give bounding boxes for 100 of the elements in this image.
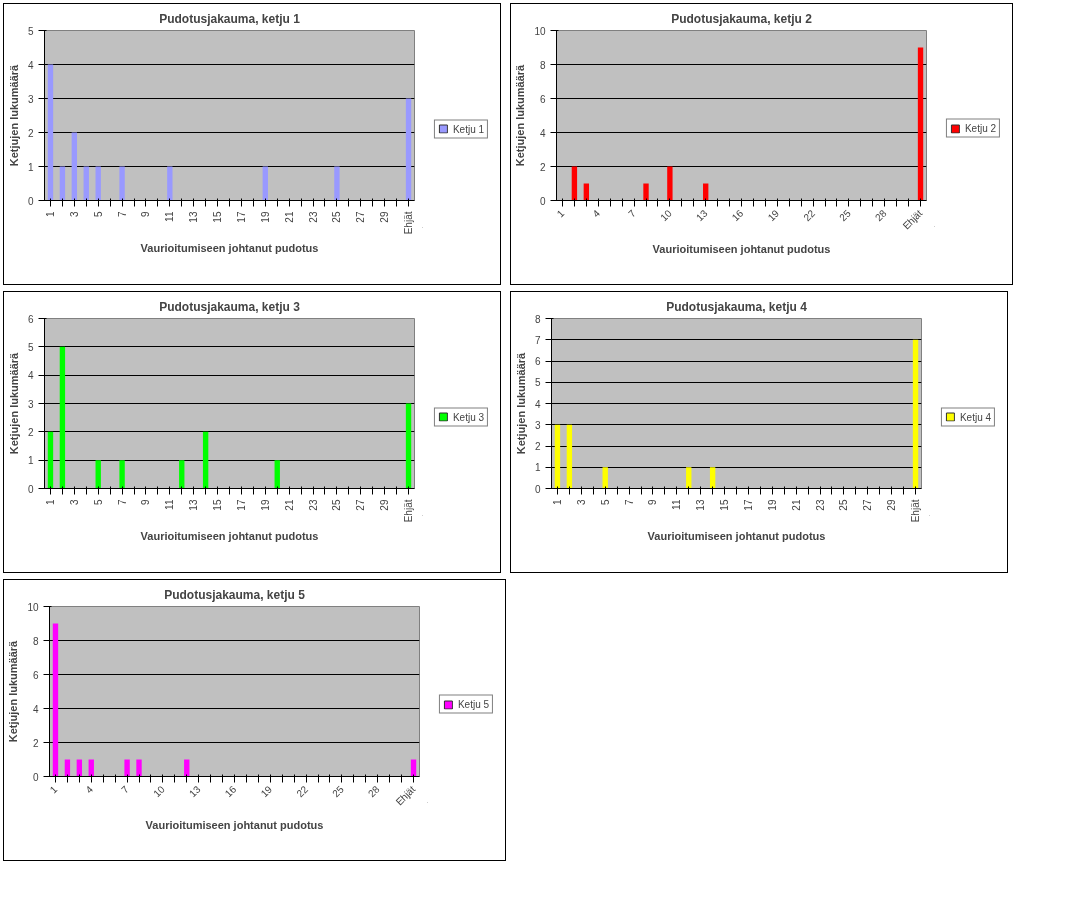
x-tick-label: 13 xyxy=(188,499,200,511)
x-tick-label: 15 xyxy=(212,499,224,511)
bar xyxy=(554,424,561,489)
x-axis-title: Vaurioitumiseen johtanut pudotus xyxy=(652,243,831,256)
chart-title: Pudotusjakauma, ketju 4 xyxy=(666,299,808,314)
x-tick-label: 22 xyxy=(294,783,311,800)
y-tick-label: 0 xyxy=(32,771,39,783)
x-tick-label: 22 xyxy=(801,207,818,224)
bar xyxy=(59,346,66,489)
bar xyxy=(119,166,125,201)
y-tick-label: 2 xyxy=(27,426,34,438)
y-axis-title: Ketjujen lukumäärä xyxy=(514,63,527,167)
x-tick-label: 3 xyxy=(575,499,587,506)
y-tick-label: 8 xyxy=(32,635,39,647)
x-tick-label: 25 xyxy=(837,207,854,224)
x-tick-label: 28 xyxy=(872,207,889,224)
x-axis-title: Vaurioitumiseen johtanut pudotus xyxy=(647,530,826,543)
x-tick-label: 9 xyxy=(140,211,152,218)
x-tick-label: 21 xyxy=(283,211,295,223)
y-tick-label: 1 xyxy=(534,462,541,474)
x-tick-label: 23 xyxy=(307,499,319,511)
x-tick-label: 9 xyxy=(140,499,152,506)
y-tick-label: 0 xyxy=(534,483,541,495)
chart-title: Pudotusjakauma, ketju 3 xyxy=(159,299,301,314)
x-tick-label: Ehjät xyxy=(403,499,415,523)
x-tick-label: 19 xyxy=(259,499,271,511)
x-tick-label: 23 xyxy=(814,499,826,511)
x-axis-title: Vaurioitumiseen johtanut pudotus xyxy=(140,530,319,543)
x-tick-label: 11 xyxy=(164,499,176,510)
y-tick-label: 5 xyxy=(534,377,541,389)
legend-label: Ketju 1 xyxy=(452,123,485,134)
y-tick-label: 2 xyxy=(534,441,541,452)
y-tick-label: 3 xyxy=(27,398,34,410)
y-tick-label: 6 xyxy=(27,313,34,325)
x-tick-label: 15 xyxy=(212,211,224,223)
bar xyxy=(405,403,412,489)
bar xyxy=(566,424,573,489)
y-tick-label: 8 xyxy=(534,313,541,325)
x-tick-label: 3 xyxy=(68,499,80,506)
x-tick-label: 16 xyxy=(222,783,239,800)
x-tick-label: 1 xyxy=(44,211,56,218)
y-tick-label: 5 xyxy=(27,25,34,37)
x-tick-label: 29 xyxy=(379,499,391,511)
y-tick-label: 0 xyxy=(27,483,34,495)
x-tick-label: 15 xyxy=(719,499,731,511)
x-tick-label: 27 xyxy=(355,211,367,223)
bar xyxy=(202,431,209,489)
y-tick-label: 5 xyxy=(27,341,34,353)
chart-title: Pudotusjakauma, ketju 2 xyxy=(671,11,813,26)
bar xyxy=(95,460,101,489)
y-tick-label: 8 xyxy=(539,59,546,71)
bar xyxy=(83,166,89,201)
legend-label: Ketju 5 xyxy=(457,698,490,710)
x-tick-label: 25 xyxy=(838,499,850,511)
x-tick-label: 21 xyxy=(790,499,802,511)
y-tick-label: 4 xyxy=(27,370,34,382)
chart-title: Pudotusjakauma, ketju 1 xyxy=(159,11,301,26)
x-tick-label: 13 xyxy=(693,207,710,224)
y-tick-label: 4 xyxy=(32,703,39,715)
x-tick-label: 9 xyxy=(647,499,659,506)
x-tick-label: 16 xyxy=(729,207,746,224)
y-tick-label: 4 xyxy=(534,398,541,410)
y-tick-label: 10 xyxy=(534,25,546,37)
x-axis-title: Vaurioitumiseen johtanut pudotus xyxy=(145,819,324,832)
x-tick-label: 3 xyxy=(68,211,80,218)
x-tick-label: 7 xyxy=(119,783,132,796)
bar xyxy=(262,166,268,201)
bar xyxy=(179,460,185,489)
bar xyxy=(274,460,280,489)
x-tick-label: 23 xyxy=(307,211,319,223)
bar xyxy=(47,64,54,201)
y-tick-label: 10 xyxy=(27,601,39,613)
y-tick-label: 0 xyxy=(539,195,546,207)
y-tick-label: 0 xyxy=(27,195,34,207)
x-tick-label: 25 xyxy=(331,211,343,223)
x-tick-label: 27 xyxy=(355,499,367,511)
x-tick-label: 7 xyxy=(623,499,635,506)
bar xyxy=(405,98,412,201)
x-tick-label: 11 xyxy=(671,499,683,510)
x-tick-label: 1 xyxy=(554,207,567,220)
bar xyxy=(71,132,78,201)
x-tick-label: 10 xyxy=(658,207,675,224)
y-tick-label: 3 xyxy=(534,419,541,431)
y-axis-title: Ketjujen lukumäärä xyxy=(7,63,20,167)
x-tick-label: 13 xyxy=(186,783,203,800)
bar xyxy=(119,460,125,489)
x-tick-label: 29 xyxy=(886,499,898,511)
legend-label: Ketju 4 xyxy=(959,411,992,422)
bar xyxy=(59,166,66,201)
bar xyxy=(686,467,692,489)
x-tick-label: 11 xyxy=(164,211,176,222)
x-tick-label: Ehjät xyxy=(910,499,922,523)
x-tick-label: 17 xyxy=(235,499,247,511)
legend-label: Ketju 3 xyxy=(452,411,485,422)
x-tick-label: 25 xyxy=(330,783,347,800)
x-tick-label: 4 xyxy=(590,207,603,220)
x-tick-label: 28 xyxy=(365,783,382,800)
bar xyxy=(667,166,673,201)
x-tick-label: 27 xyxy=(862,499,874,511)
x-tick-label: 19 xyxy=(765,207,782,224)
